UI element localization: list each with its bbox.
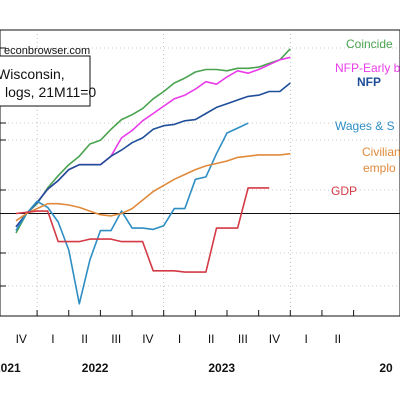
x-tick-label: IV: [16, 332, 27, 346]
x-tick-label: IV: [269, 332, 280, 346]
series-line-nfp: [15, 82, 291, 228]
chart-title-line-1: Wisconsin,: [0, 66, 65, 82]
series-line-civilian-employment: [15, 152, 291, 222]
x-tick-label: I: [51, 332, 54, 346]
x-tick-label: II: [208, 332, 215, 346]
series-line-coincident: [15, 48, 291, 234]
x-year-label: 2022: [82, 361, 109, 375]
x-year-label: 2021: [0, 361, 21, 375]
series-line-gdp: [15, 187, 270, 273]
series-label-coincident: Coincide: [346, 37, 393, 51]
series-label-wages-salaries: Wages & S: [335, 119, 395, 133]
series-label-gdp: GDP: [331, 184, 357, 198]
x-tick-label: I: [178, 332, 181, 346]
plot-frame: [0, 29, 400, 317]
x-tick-label: II: [334, 332, 341, 346]
x-tick-label: III: [238, 332, 248, 346]
title-box: [0, 55, 91, 107]
chart-title-line-2: logs, 21M11=0: [5, 84, 96, 100]
plot-border: [0, 29, 400, 317]
x-tick-label: III: [111, 332, 121, 346]
series-label-nfp-early-benchmark: NFP-Early b: [335, 61, 400, 75]
x-tick-label: IV: [142, 332, 153, 346]
x-year-label: 2023: [208, 361, 235, 375]
x-tick-label: I: [304, 332, 307, 346]
series-lines: [15, 48, 291, 305]
x-year-label: 20: [379, 361, 393, 375]
x-tick-label: II: [81, 332, 88, 346]
series-label-civilian-employment: Civilian: [362, 145, 400, 159]
source-credit: econbrowser.com: [4, 45, 90, 57]
series-label-nfp: NFP: [357, 75, 381, 89]
series-label-civilian-employment-line2: emplo: [363, 161, 396, 175]
x-axis: IVIIIIIIIVIIIIIIIVIII20212022202320: [0, 310, 393, 375]
series-line-wages-salaries: [15, 122, 249, 305]
